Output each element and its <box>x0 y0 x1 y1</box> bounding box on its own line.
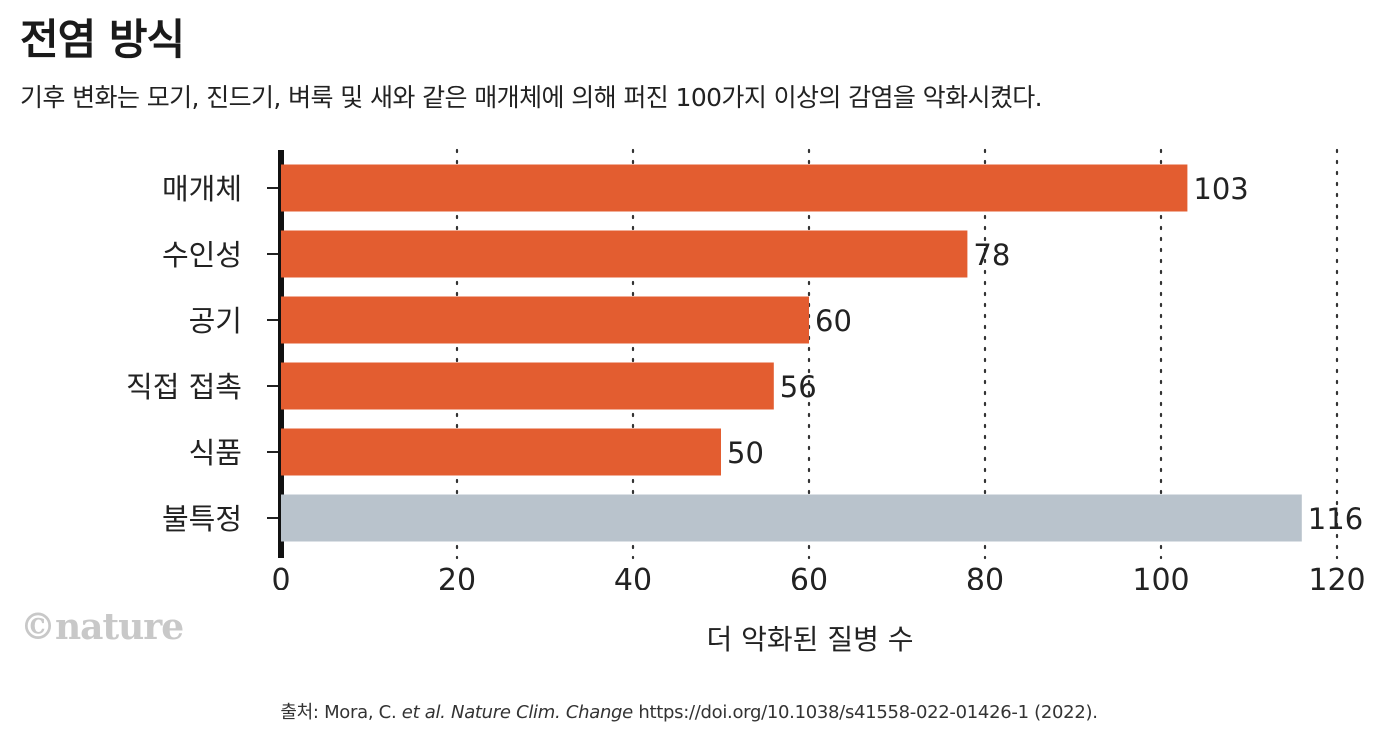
bar-0 <box>281 164 1188 212</box>
value-label-2: 60 <box>815 304 852 338</box>
label-layer: 0 20 40 60 80 100 120 매개체 103 수인성 78 공기 60 직접 접촉 56 식품 5… <box>126 172 1366 590</box>
value-label-5: 116 <box>1308 502 1363 536</box>
source-prefix: 출처: Mora, C. <box>280 702 402 723</box>
x-axis-label: 더 악화된 질병 수 <box>706 623 914 656</box>
source-etal: et al. <box>401 702 446 723</box>
x-tick-label-120: 120 <box>1308 563 1365 590</box>
category-label-5: 불특정 <box>162 502 242 536</box>
bar-chart: 0 20 40 60 80 100 120 매개체 103 수인성 78 공기 60 직접 접촉 56 식품 5… <box>126 148 1366 590</box>
bar-1 <box>281 230 968 278</box>
chart-subtitle: 기후 변화는 모기, 진드기, 벼룩 및 새와 같은 매개체에 의해 퍼진 10… <box>20 83 1043 112</box>
value-label-0: 103 <box>1193 172 1248 206</box>
bar-2 <box>281 296 809 344</box>
bar-5 <box>281 494 1302 542</box>
category-label-0: 매개체 <box>162 172 242 206</box>
source-rest: https://doi.org/10.1038/s41558-022-01426… <box>638 702 1098 723</box>
value-label-3: 56 <box>780 370 817 404</box>
grid-layer <box>267 148 1339 560</box>
source-journal: Nature Clim. Change <box>451 702 633 723</box>
x-tick-label-100: 100 <box>1132 563 1189 590</box>
bar-4 <box>281 428 721 476</box>
x-tick-label-80: 80 <box>966 563 1004 590</box>
category-label-4: 식품 <box>189 436 242 470</box>
x-tick-label-40: 40 <box>614 563 652 590</box>
bar-layer <box>281 164 1302 542</box>
category-label-1: 수인성 <box>162 238 242 272</box>
category-label-2: 공기 <box>189 304 242 338</box>
value-label-1: 78 <box>973 238 1010 272</box>
x-tick-label-60: 60 <box>790 563 828 590</box>
x-tick-label-20: 20 <box>438 563 476 590</box>
source-citation: 출처: Mora, C. et al. Nature Clim. Change … <box>0 698 1378 724</box>
bar-3 <box>281 362 774 410</box>
value-label-4: 50 <box>727 436 764 470</box>
x-tick-label-0: 0 <box>271 563 290 590</box>
category-label-3: 직접 접촉 <box>126 370 242 404</box>
chart-title: 전염 방식 <box>20 15 185 64</box>
nature-logo: ©nature <box>20 606 184 648</box>
